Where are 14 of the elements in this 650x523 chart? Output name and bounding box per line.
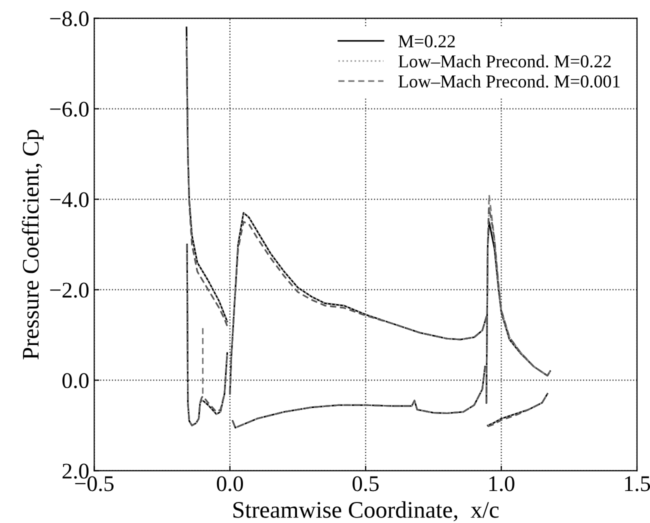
y-tick-label: −2.0 (50, 282, 89, 298)
x-axis-title: Streamwise Coordinate, x/c (233, 501, 499, 522)
legend-label: M=0.22 (398, 35, 455, 48)
y-tick-label: −6.0 (50, 102, 89, 117)
y-tick-label: 0.0 (62, 373, 89, 388)
x-tick-label: 1.0 (489, 476, 514, 492)
y-tick-label: −4.0 (50, 192, 89, 208)
x-tick-label: 1.5 (625, 476, 650, 492)
y-tick-label: −8.0 (50, 11, 89, 26)
x-tick-label: 0.5 (352, 476, 379, 492)
y-axis-title: Pressure Coefficient, Cp (22, 130, 44, 360)
x-tick-label: 0.0 (216, 476, 243, 492)
legend-label: Low–Mach Precond. M=0.22 (398, 54, 611, 68)
legend-label: Low–Mach Precond. M=0.001 (398, 74, 620, 88)
